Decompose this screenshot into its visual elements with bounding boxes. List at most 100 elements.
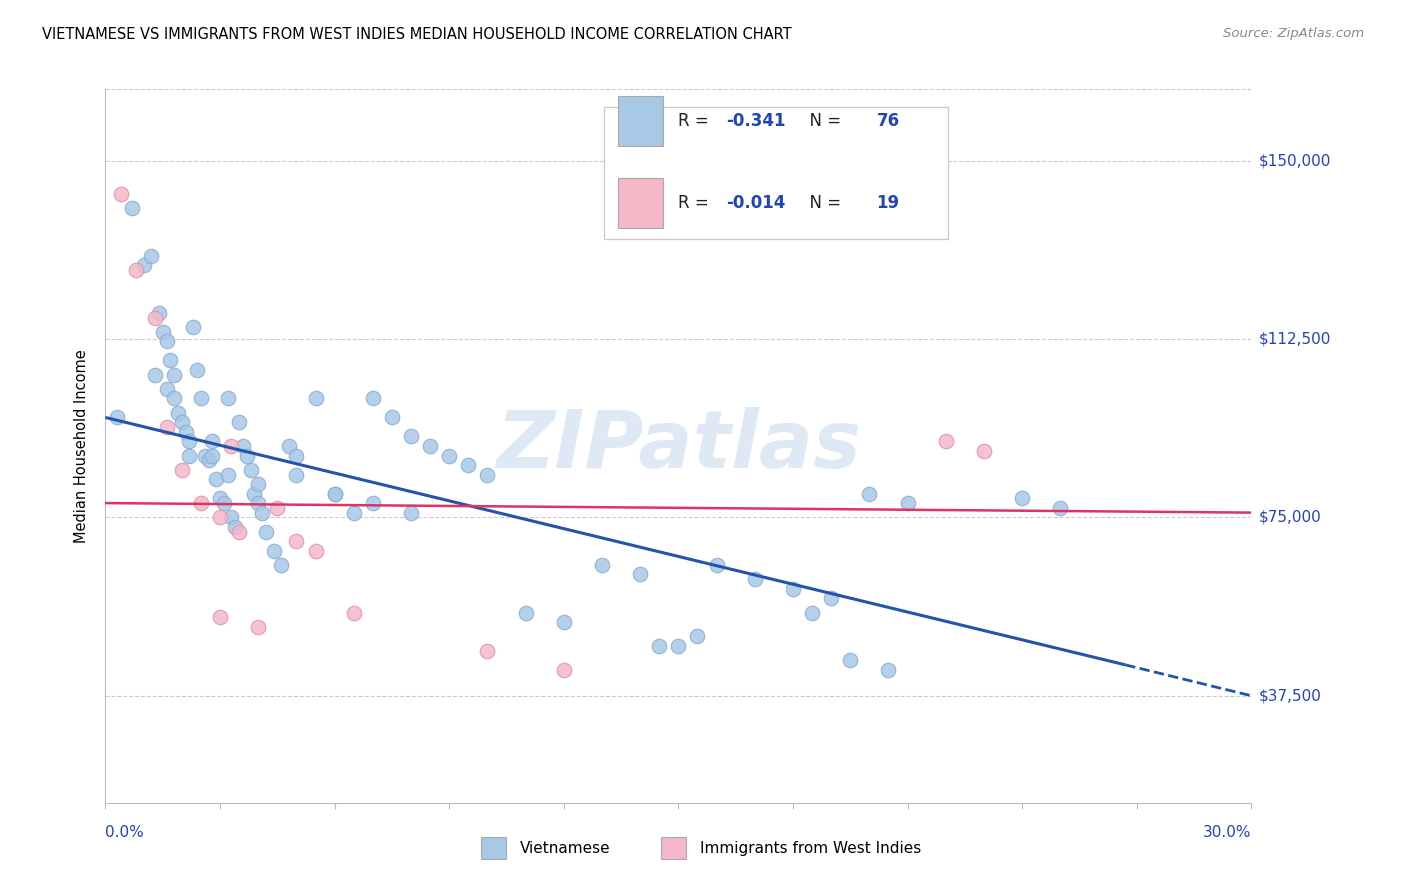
Point (224, 520, 246, 534)
Point (839, 653, 862, 667)
Point (801, 606, 824, 620)
Point (323, 486, 346, 500)
Point (221, 439, 243, 453)
Point (181, 320, 204, 334)
Point (221, 510, 243, 524)
Text: $112,500: $112,500 (1258, 332, 1330, 346)
Point (212, 496, 235, 510)
Point (201, 449, 224, 463)
Point (132, 258, 155, 272)
Point (285, 467, 308, 482)
Point (285, 534, 308, 549)
Text: Vietnamese: Vietnamese (520, 841, 610, 855)
Point (381, 410, 404, 425)
Point (343, 506, 366, 520)
Point (439, 449, 461, 463)
Point (174, 425, 197, 439)
Text: Source: ZipAtlas.com: Source: ZipAtlas.com (1223, 27, 1364, 40)
Point (553, 663, 575, 677)
Point (208, 610, 231, 624)
Bar (617, 96, 664, 146)
Point (935, 434, 957, 449)
Point (208, 491, 231, 506)
Point (155, 420, 177, 434)
Point (247, 496, 270, 510)
Text: 19: 19 (876, 194, 900, 212)
Text: 0.0%: 0.0% (105, 825, 145, 840)
Text: N =: N = (799, 194, 846, 212)
Point (205, 472, 228, 486)
Point (163, 368, 186, 382)
Point (239, 463, 262, 477)
Bar (617, 178, 664, 228)
Point (744, 572, 766, 586)
Point (648, 639, 671, 653)
Point (170, 415, 193, 429)
Text: -0.014: -0.014 (727, 194, 786, 212)
Point (228, 415, 250, 429)
Point (236, 449, 259, 463)
Point (343, 606, 366, 620)
Point (247, 477, 270, 491)
Text: $37,500: $37,500 (1258, 689, 1322, 703)
Point (232, 439, 254, 453)
Point (263, 543, 285, 558)
Point (457, 458, 479, 472)
Point (159, 353, 181, 368)
Point (141, 249, 163, 263)
Point (217, 392, 239, 406)
Point (208, 510, 231, 524)
Point (155, 334, 177, 349)
Point (323, 486, 346, 500)
Point (515, 606, 537, 620)
Point (217, 467, 239, 482)
Point (270, 558, 292, 572)
Y-axis label: Median Household Income: Median Household Income (75, 349, 90, 543)
Point (477, 643, 499, 657)
Point (277, 439, 299, 453)
Point (148, 306, 170, 320)
Point (179, 434, 201, 449)
Point (706, 558, 728, 572)
Point (194, 449, 217, 463)
Text: ZIPatlas: ZIPatlas (496, 407, 860, 485)
Point (266, 500, 288, 515)
Point (254, 524, 277, 539)
Text: R =: R = (678, 194, 714, 212)
Point (1011, 491, 1033, 506)
Point (1049, 500, 1071, 515)
Text: -0.341: -0.341 (727, 112, 786, 130)
Point (399, 506, 422, 520)
Point (304, 392, 326, 406)
Point (250, 506, 273, 520)
Point (197, 453, 219, 467)
Point (419, 439, 441, 453)
Point (201, 434, 224, 449)
Point (877, 663, 900, 677)
Point (477, 467, 499, 482)
Text: 30.0%: 30.0% (1204, 825, 1251, 840)
Text: $150,000: $150,000 (1258, 153, 1330, 168)
Point (553, 615, 575, 629)
Text: $75,000: $75,000 (1258, 510, 1322, 524)
Text: N =: N = (799, 112, 846, 130)
Point (247, 620, 270, 634)
Point (190, 496, 212, 510)
Point (155, 382, 177, 396)
Point (686, 629, 709, 643)
Point (179, 449, 201, 463)
Point (186, 363, 208, 377)
Point (591, 558, 613, 572)
Point (143, 368, 166, 382)
Point (304, 543, 326, 558)
Point (361, 496, 384, 510)
Text: Immigrants from West Indies: Immigrants from West Indies (700, 841, 921, 855)
Text: 76: 76 (876, 112, 900, 130)
Bar (605, 107, 948, 239)
Point (121, 201, 143, 215)
Point (858, 486, 880, 500)
Point (110, 186, 132, 201)
Point (973, 443, 995, 458)
Text: R =: R = (678, 112, 714, 130)
Point (170, 463, 193, 477)
